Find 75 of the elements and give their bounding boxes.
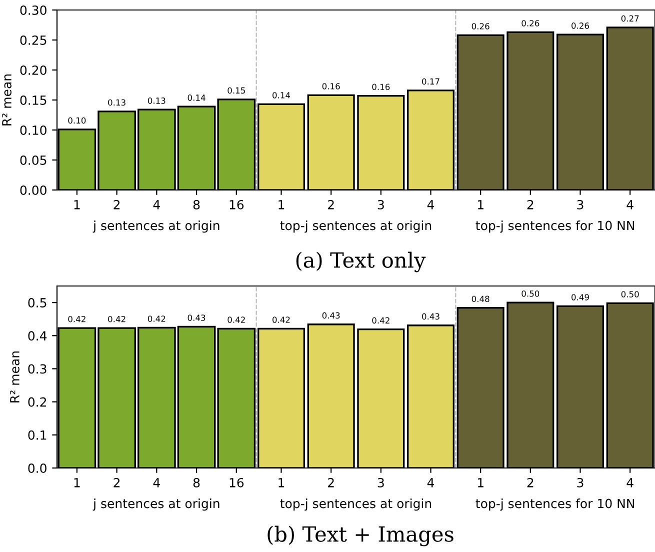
data-label: 0.43 [322, 312, 340, 319]
data-label: 0.15 [228, 87, 245, 94]
data-label: 0.16 [322, 83, 340, 90]
x-tick-label: 4 [626, 200, 634, 210]
text: (b) Text + Images [268, 526, 454, 546]
data-label: 0.48 [472, 296, 490, 302]
data-label: 0.50 [621, 291, 639, 298]
data-label: 0.42 [272, 316, 290, 323]
x-tick-label: 4 [427, 200, 434, 210]
x-tick-label: 1 [478, 200, 484, 210]
data-label: 0.26 [472, 23, 490, 30]
data-label: 0.10 [68, 117, 86, 124]
y-tick-label: 0.05 [20, 155, 46, 165]
text: top-j sentences at origin [280, 220, 432, 233]
data-label: 0.14 [188, 94, 206, 101]
text: j sentences at origin [92, 498, 220, 511]
data-label: 0.42 [228, 316, 245, 323]
y-tick-label: 0.0 [28, 463, 46, 473]
data-label: 0.27 [621, 15, 639, 22]
data-label: 0.26 [522, 20, 540, 26]
y-tick-label: 0.00 [20, 185, 46, 195]
y-tick-label: 0.20 [20, 65, 46, 75]
x-tick-label: 2 [328, 200, 334, 210]
x-tick-label: 2 [328, 478, 334, 488]
y-tick-label: 0.10 [20, 125, 46, 135]
x-tick-label: 2 [114, 200, 120, 210]
y-tick-label: 0.5 [28, 298, 46, 308]
y-axis-title: R² mean [10, 352, 20, 402]
x-tick-label: 8 [193, 478, 200, 488]
data-label: 0.43 [188, 314, 206, 321]
x-tick-label: 16 [230, 200, 244, 210]
data-label: 0.16 [372, 84, 390, 90]
x-tick-label: 1 [278, 478, 284, 488]
x-tick-label: 8 [193, 200, 200, 210]
data-label: 0.13 [148, 98, 166, 104]
x-tick-label: 4 [626, 478, 634, 488]
x-tick-label: 2 [114, 478, 120, 488]
x-tick-label: 3 [378, 200, 384, 210]
x-tick-label: 16 [230, 478, 244, 488]
x-tick-label: 1 [74, 200, 80, 210]
text: j sentences at origin [92, 220, 220, 233]
x-tick-label: 3 [378, 478, 384, 488]
data-label: 0.42 [148, 316, 166, 322]
y-tick-label: 0.2 [28, 397, 46, 407]
x-tick-label: 4 [153, 478, 160, 488]
x-tick-label: 1 [74, 478, 80, 488]
x-tick-label: 3 [577, 478, 584, 488]
data-label: 0.49 [572, 294, 589, 300]
x-tick-label: 4 [153, 200, 160, 210]
text: top-j sentences for 10 NN [476, 498, 634, 511]
data-label: 0.14 [272, 92, 290, 98]
y-tick-label: 0.1 [28, 430, 46, 440]
data-label: 0.13 [108, 99, 126, 106]
data-label: 0.42 [68, 316, 86, 322]
y-tick-label: 0.30 [20, 5, 46, 15]
y-tick-label: 0.25 [20, 35, 46, 45]
x-tick-label: 2 [527, 478, 534, 488]
x-tick-label: 1 [478, 478, 484, 488]
data-label: 0.17 [422, 78, 440, 85]
data-label: 0.26 [572, 22, 590, 29]
y-tick-label: 0.15 [20, 95, 46, 105]
x-tick-label: 4 [427, 478, 434, 488]
text: top-j sentences at origin [280, 498, 432, 511]
text: (a) Text only [296, 252, 426, 272]
data-label: 0.42 [372, 317, 390, 324]
y-tick-label: 0.3 [28, 364, 46, 374]
data-label: 0.42 [108, 316, 126, 322]
x-tick-label: 3 [577, 200, 584, 210]
text: top-j sentences for 10 NN [476, 220, 634, 233]
x-tick-label: 1 [278, 200, 284, 210]
y-tick-label: 0.4 [28, 331, 47, 341]
data-label: 0.50 [522, 290, 540, 297]
y-axis-title: R² mean [2, 74, 12, 126]
x-tick-label: 2 [527, 200, 534, 210]
data-label: 0.43 [422, 313, 440, 320]
